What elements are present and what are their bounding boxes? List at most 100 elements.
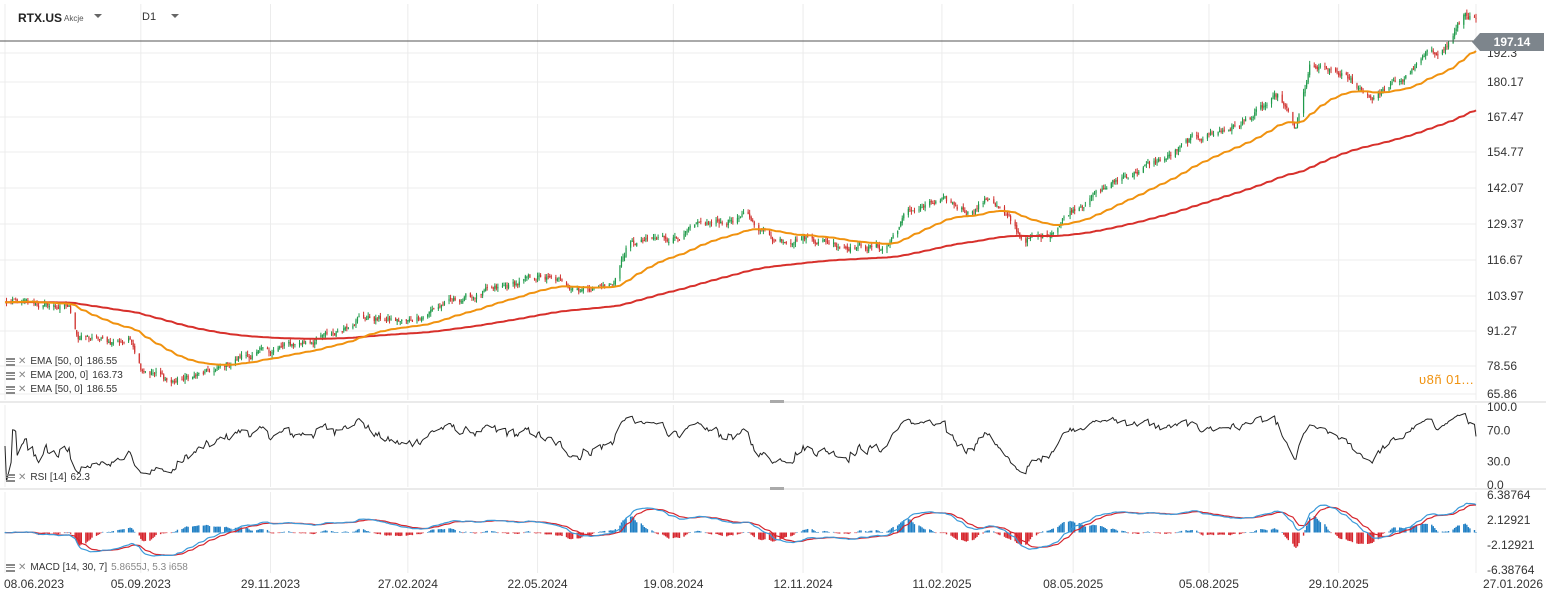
x-tick-label: 05.09.2023 (111, 577, 171, 591)
candle-body (1174, 149, 1176, 157)
macd-hist-bar (326, 530, 328, 533)
candle-body (161, 373, 163, 375)
macd-hist-bar (811, 529, 813, 533)
settings-menu-icon[interactable] (6, 563, 15, 572)
candle-body (608, 284, 610, 286)
candle-body (811, 236, 813, 239)
macd-hist-bar (918, 525, 920, 533)
close-icon[interactable]: ✕ (18, 384, 27, 395)
candle-body (868, 246, 870, 252)
asset-type-label[interactable]: Akcje (64, 14, 84, 23)
macd-hist-bar (1315, 516, 1317, 533)
candle-body (1423, 55, 1425, 58)
macd-hist-bar (1003, 532, 1006, 537)
macd-hist-bar (684, 532, 687, 536)
close-icon[interactable]: ✕ (18, 562, 27, 573)
macd-hist-bar (764, 532, 766, 540)
settings-menu-icon[interactable] (6, 385, 15, 394)
indicator-macd[interactable]: ✕ MACD [14, 30, 7] 5.8655J, 5.3 i658 (6, 562, 188, 573)
macd-hist-bar (941, 532, 943, 534)
settings-menu-icon[interactable] (6, 357, 15, 366)
asset-type-caret-icon[interactable] (94, 14, 102, 18)
macd-hist-bar (686, 532, 688, 535)
macd-tick-label: -2.12921 (1487, 538, 1535, 552)
macd-hist-bar (140, 532, 142, 539)
close-icon[interactable]: ✕ (18, 356, 27, 367)
indicator-name: RSI (30, 472, 48, 483)
candle-body (291, 344, 293, 346)
macd-hist-bar (729, 532, 731, 536)
macd-hist-bar (260, 529, 263, 533)
candle-body (536, 275, 539, 280)
candle-body (1414, 65, 1416, 70)
candle-body (611, 284, 613, 286)
macd-hist-bar (1366, 532, 1369, 544)
candle-body (599, 285, 601, 287)
candle-body (1391, 81, 1393, 84)
macd-hist-bar (344, 531, 346, 533)
macd-hist-bar (849, 532, 852, 534)
macd-hist-bar (300, 532, 302, 534)
macd-hist-bar (1104, 527, 1106, 533)
candle-body (289, 341, 291, 346)
candle-body (1286, 105, 1288, 108)
close-icon[interactable]: ✕ (18, 472, 27, 483)
macd-hist-bar (512, 532, 514, 534)
macd-hist-bar (774, 532, 777, 541)
candle-body (44, 303, 46, 307)
macd-histogram (4, 516, 1477, 548)
settings-menu-icon[interactable] (6, 473, 15, 482)
macd-hist-bar (813, 530, 815, 533)
macd-hist-bar (758, 532, 760, 540)
candle-body (164, 379, 166, 381)
macd-hist-bar (1159, 532, 1161, 534)
indicator-ema50-b[interactable]: ✕ EMA [50, 0] 186.55 (6, 384, 117, 395)
macd-hist-bar (1188, 530, 1190, 533)
settings-menu-icon[interactable] (6, 371, 15, 380)
macd-hist-bar (333, 532, 336, 534)
candle-body (976, 208, 978, 210)
symbol-label[interactable]: RTX.US (18, 11, 63, 25)
macd-hist-bar (826, 531, 829, 533)
candle-body (37, 305, 40, 308)
candle-body (247, 354, 249, 356)
candle-body (1446, 45, 1448, 47)
macd-hist-bar (726, 532, 728, 537)
timeframe-label[interactable]: D1 (142, 11, 157, 23)
candle-body (430, 310, 432, 313)
candle-body (109, 341, 111, 345)
macd-hist-bar (1229, 532, 1232, 536)
macd-hist-bar (1391, 528, 1393, 533)
macd-hist-bar (1061, 522, 1064, 533)
candle-body (1092, 193, 1094, 197)
macd-hist-bar (272, 532, 275, 534)
indicator-rsi[interactable]: ✕ RSI [14] 62.3 (6, 472, 90, 483)
macd-hist-bar (727, 532, 729, 536)
candle-body (623, 255, 626, 258)
close-icon[interactable]: ✕ (18, 370, 27, 381)
candle-body (79, 338, 81, 340)
candle-body (1426, 50, 1428, 52)
indicator-name: EMA (30, 384, 53, 395)
macd-hist-bar (239, 527, 241, 533)
candle-body (698, 221, 700, 223)
candle-body (987, 199, 989, 201)
macd-hist-bar (855, 532, 858, 534)
macd-hist-bar (748, 532, 751, 534)
candle-body (288, 342, 290, 344)
macd-hist-bar (491, 531, 493, 533)
indicator-ema200[interactable]: ✕ EMA [200, 0] 163.73 (6, 370, 123, 381)
candle-body (237, 356, 240, 361)
macd-hist-bar (1138, 532, 1140, 534)
macd-hist-bar (1394, 527, 1396, 533)
candle-body (1093, 193, 1096, 195)
macd-hist-bar (59, 532, 61, 534)
macd-hist-bar (921, 527, 923, 533)
candle-body (497, 286, 499, 289)
indicator-ema50-a[interactable]: ✕ EMA [50, 0] 186.55 (6, 356, 117, 367)
timeframe-caret-icon[interactable] (171, 14, 179, 18)
macd-hist-bar (739, 532, 742, 534)
macd-hist-bar (782, 532, 784, 539)
candle-body (1101, 188, 1103, 191)
